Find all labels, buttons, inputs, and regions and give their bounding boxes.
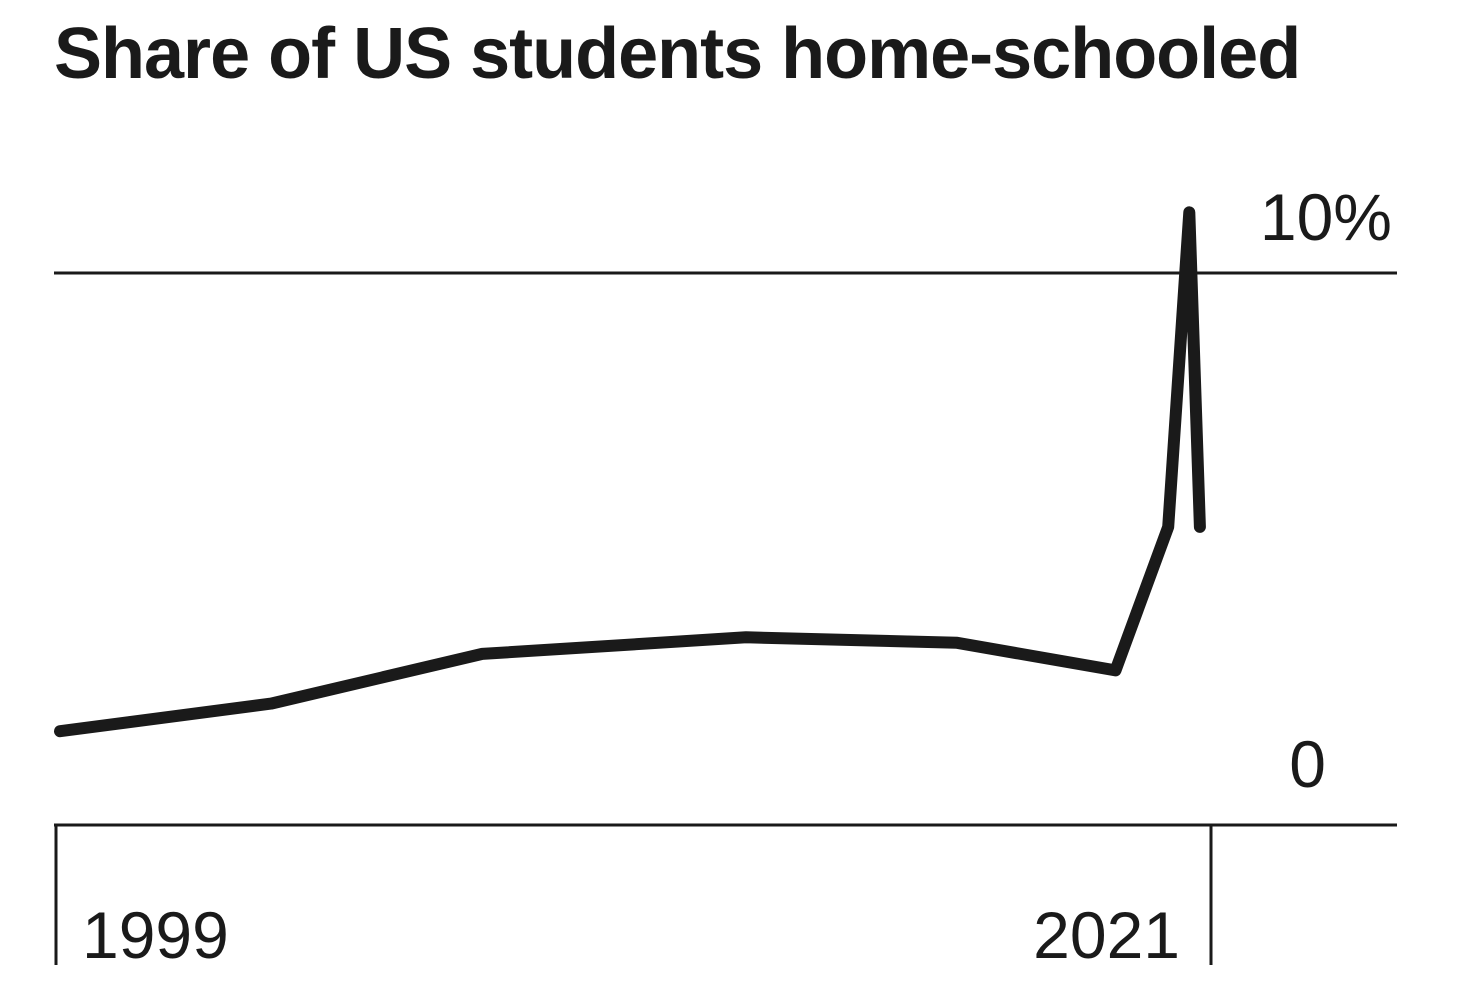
home-schooled-share-line bbox=[54, 206, 1206, 738]
y-tick-label-top: 10% bbox=[1260, 180, 1392, 254]
y-tick-label-bottom: 0 bbox=[1289, 727, 1326, 801]
chart-title: Share of US students home-schooled bbox=[54, 14, 1301, 94]
x-tick-label-start: 1999 bbox=[82, 898, 229, 972]
x-tick-label-end: 2021 bbox=[1033, 898, 1180, 972]
